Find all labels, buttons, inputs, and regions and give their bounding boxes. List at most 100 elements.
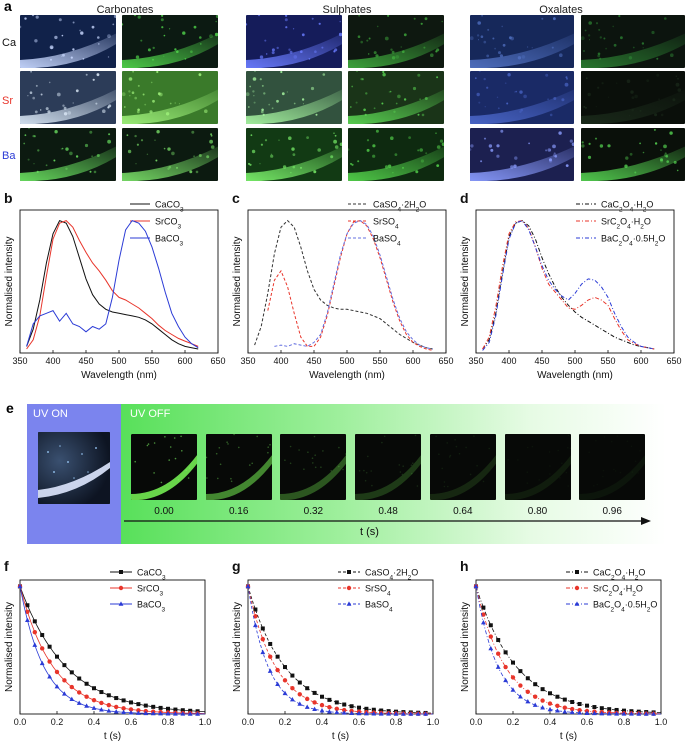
chart-d-xtick-label-4: 550 <box>600 356 615 366</box>
chart-f-series-2-point-19 <box>158 711 163 716</box>
chart-f-xtick-label-4: 0.8 <box>162 717 175 727</box>
chart-f-xtick-label-1: 0.2 <box>51 717 64 727</box>
chart-h-series-1-point-10 <box>547 701 553 706</box>
photo-art-r0-c0 <box>20 15 116 68</box>
chart-h-series-0-point-13 <box>570 699 575 704</box>
chart-h-series-1-point-2 <box>488 634 493 639</box>
chart-f-series-2-point-24 <box>195 711 200 716</box>
chart-d-xtick-label-3: 500 <box>567 356 582 366</box>
chart-h-series-1-point-5 <box>510 675 516 680</box>
chart-f-series-1-point-10 <box>91 697 97 703</box>
photo-r2-c1 <box>122 128 218 181</box>
chart-c-xtick-label-5: 600 <box>405 356 420 366</box>
chart-h-series-0-point-7 <box>525 676 530 681</box>
chart-f-ylabel: Normalised intensity <box>4 602 15 692</box>
chart-h-series-2-point-3 <box>495 664 501 669</box>
chart-g-series-2-point-13 <box>341 710 347 715</box>
chart-f-series-0-point-6 <box>62 663 67 668</box>
uv-on-photo <box>38 432 110 504</box>
chart-f-series-0-point-18 <box>151 704 156 709</box>
chart-f-series-1-fit <box>19 586 205 714</box>
chart-h-series-1-point-11 <box>555 703 560 709</box>
chart-c-legend-label-0: CaSO4·2H2O <box>373 200 426 214</box>
chart-f-series-0-point-21 <box>173 707 178 712</box>
chart-c-series-1 <box>267 220 433 351</box>
chart-b-legend-label-0: CaCO3 <box>155 200 184 214</box>
chart-h-series-2-point-2 <box>488 645 494 651</box>
chart-h-series-2-point-13 <box>569 709 575 715</box>
photo-art-r2-c5 <box>581 128 685 181</box>
chart-h-xtick-label-1: 0.2 <box>507 717 520 727</box>
chart-g-series-0-point-12 <box>334 700 339 705</box>
chart-g-xtick-label-5: 1.0 <box>427 717 440 727</box>
chart-c-xtick-label-4: 550 <box>372 356 387 366</box>
chart-b-series-1 <box>26 220 199 350</box>
decay-photo-0 <box>131 434 197 500</box>
chart-h-legend-marker-2 <box>574 601 580 606</box>
chart-f-series-2-point-12 <box>106 708 112 713</box>
chart-h-series-0-point-15 <box>585 703 589 708</box>
chart-h-series-2-point-24 <box>651 711 656 716</box>
chart-d-xtick-label-1: 400 <box>501 356 516 366</box>
chart-c-ylabel: Normalised intensity <box>232 236 243 326</box>
chart-h-series-0-point-6 <box>518 669 523 674</box>
chart-b-series-2 <box>26 219 199 349</box>
chart-f: 0.0 0.2 0.4 0.6 0.8 1.0 t (s) Normalised intens… <box>4 558 211 742</box>
chart-g-series-1-point-2 <box>260 636 265 642</box>
chart-g-series-2-point-16 <box>364 711 369 716</box>
chart-h-series-2-point-10 <box>547 706 553 712</box>
chart-c-frame <box>247 209 447 354</box>
chart-c: 350 400 450 500 550 600 650 Wavelength (nm) Norm… <box>232 190 454 381</box>
chart-f-series-0-point-11 <box>99 690 104 695</box>
chart-d-xtick-label-0: 350 <box>468 356 483 366</box>
photo-r1-c0 <box>20 71 116 124</box>
chart-b-series-0 <box>26 219 199 350</box>
chart-h-series-0-point-16 <box>592 705 597 710</box>
photo-r0-c5 <box>581 15 685 68</box>
chart-f-series-2-point-16 <box>136 710 141 715</box>
chart-g-series-0-point-3 <box>268 641 273 646</box>
chart-g-series-1-point-10 <box>319 702 325 708</box>
chart-c-xtick-label-1: 400 <box>273 356 288 366</box>
chart-f-series-0-point-22 <box>180 708 185 713</box>
chart-h-xlabel: t (s) <box>560 731 577 742</box>
chart-g-xtick-label-4: 0.8 <box>390 717 403 727</box>
chart-g-series-2-point-23 <box>415 711 421 716</box>
photo-r2-c4 <box>470 128 574 181</box>
chart-f-series-1-point-4 <box>47 659 52 664</box>
chart-f-series-2-point-8 <box>76 700 82 705</box>
chart-g-series-2-point-7 <box>297 701 303 706</box>
photo-art-r2-c4 <box>470 129 574 181</box>
chart-h-series-2-point-19 <box>614 711 619 716</box>
chart-h-series-1-point-13 <box>570 706 575 712</box>
photo-art-r0-c1 <box>122 15 218 68</box>
chart-h-series-2-point-4 <box>503 677 508 683</box>
chart-b-panel-letter: b <box>4 190 13 206</box>
chart-f-legend-marker-0 <box>119 570 123 574</box>
chart-f-series-1-point-14 <box>121 706 126 711</box>
chart-g-series-1-point-8 <box>305 696 310 702</box>
chart-g-series-1-point-11 <box>327 705 332 710</box>
chart-f-series-0-point-3 <box>40 633 45 638</box>
chart-f-series-0-point-20 <box>166 706 170 711</box>
chart-g-legend-marker-1 <box>346 585 352 591</box>
group-title-sulphates: Sulphates <box>322 4 372 16</box>
photo-r0-c3 <box>348 15 444 68</box>
chart-f-series-1-point-8 <box>77 690 82 695</box>
chart-f-series-0-point-9 <box>84 681 89 686</box>
chart-f-series-2-point-11 <box>99 707 104 712</box>
chart-g-series-2-point-10 <box>319 708 325 713</box>
chart-d-legend-label-0: CaC2O4·H2O <box>601 200 653 214</box>
chart-g-series-2-point-1 <box>253 622 258 628</box>
chart-b-xtick-label-0: 350 <box>12 356 27 366</box>
chart-h-xtick-label-3: 0.6 <box>581 717 594 727</box>
chart-g-legend-marker-2 <box>346 601 352 606</box>
chart-g-series-0-point-8 <box>305 686 310 691</box>
chart-f-series-1-point-1 <box>25 609 30 615</box>
chart-g-series-0-point-17 <box>371 707 376 712</box>
chart-d: 350 400 450 500 550 600 650 Wavelength (nm) Norm… <box>460 190 682 381</box>
chart-d-xtick-label-2: 450 <box>534 356 549 366</box>
chart-d-frame <box>475 209 675 354</box>
chart-g-xtick-label-2: 0.4 <box>316 717 329 727</box>
chart-c-xlabel: Wavelength (nm) <box>309 370 385 381</box>
